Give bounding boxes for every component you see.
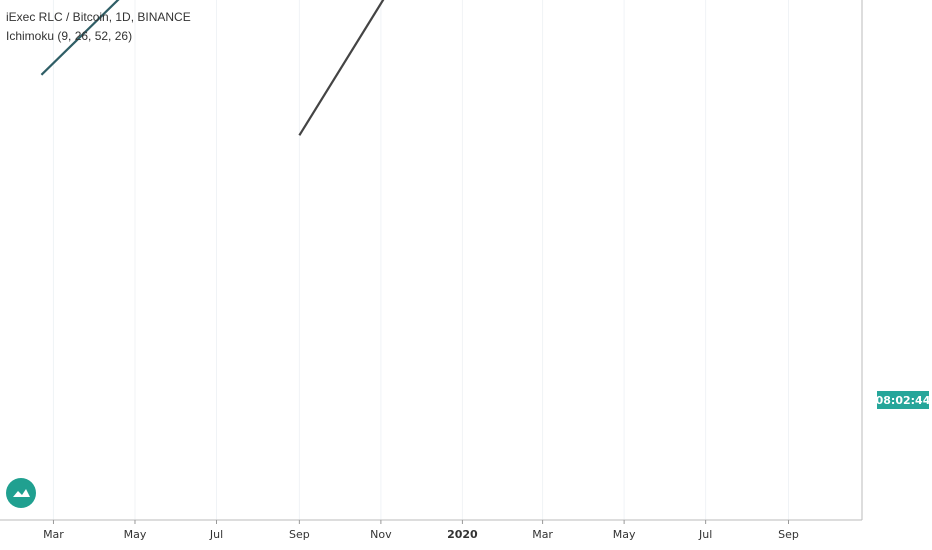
trendlines bbox=[40, 0, 788, 136]
grid bbox=[52, 0, 789, 520]
time-tick-label: May bbox=[124, 528, 147, 541]
time-tick-label: 2020 bbox=[447, 528, 478, 541]
tradingview-logo-icon[interactable] bbox=[6, 478, 36, 508]
time-tick-label: Jul bbox=[698, 528, 712, 541]
time-axis[interactable]: Mar May Jul Sep Nov 2020 Mar May Jul Sep bbox=[43, 520, 799, 541]
time-tick-label: Sep bbox=[778, 528, 799, 541]
time-tick-label: Nov bbox=[370, 528, 392, 541]
time-tick-label: Mar bbox=[532, 528, 553, 541]
time-tick-label: May bbox=[613, 528, 636, 541]
time-tick-label: Sep bbox=[289, 528, 310, 541]
symbol-title[interactable]: iExec RLC / Bitcoin, 1D, BINANCE bbox=[6, 10, 191, 24]
indicator-title[interactable]: Ichimoku (9, 26, 52, 26) bbox=[6, 29, 133, 43]
countdown-tag: 08:02:44 bbox=[876, 391, 931, 409]
countdown-tag-bg bbox=[877, 391, 929, 409]
trendline-ascending-support[interactable] bbox=[298, 0, 788, 136]
chart-legend: iExec RLC / Bitcoin, 1D, BINANCE Ichimok… bbox=[6, 8, 191, 46]
countdown-timer: 08:02:44 bbox=[876, 394, 931, 407]
time-tick-label: Mar bbox=[43, 528, 64, 541]
time-tick-label: Jul bbox=[209, 528, 223, 541]
